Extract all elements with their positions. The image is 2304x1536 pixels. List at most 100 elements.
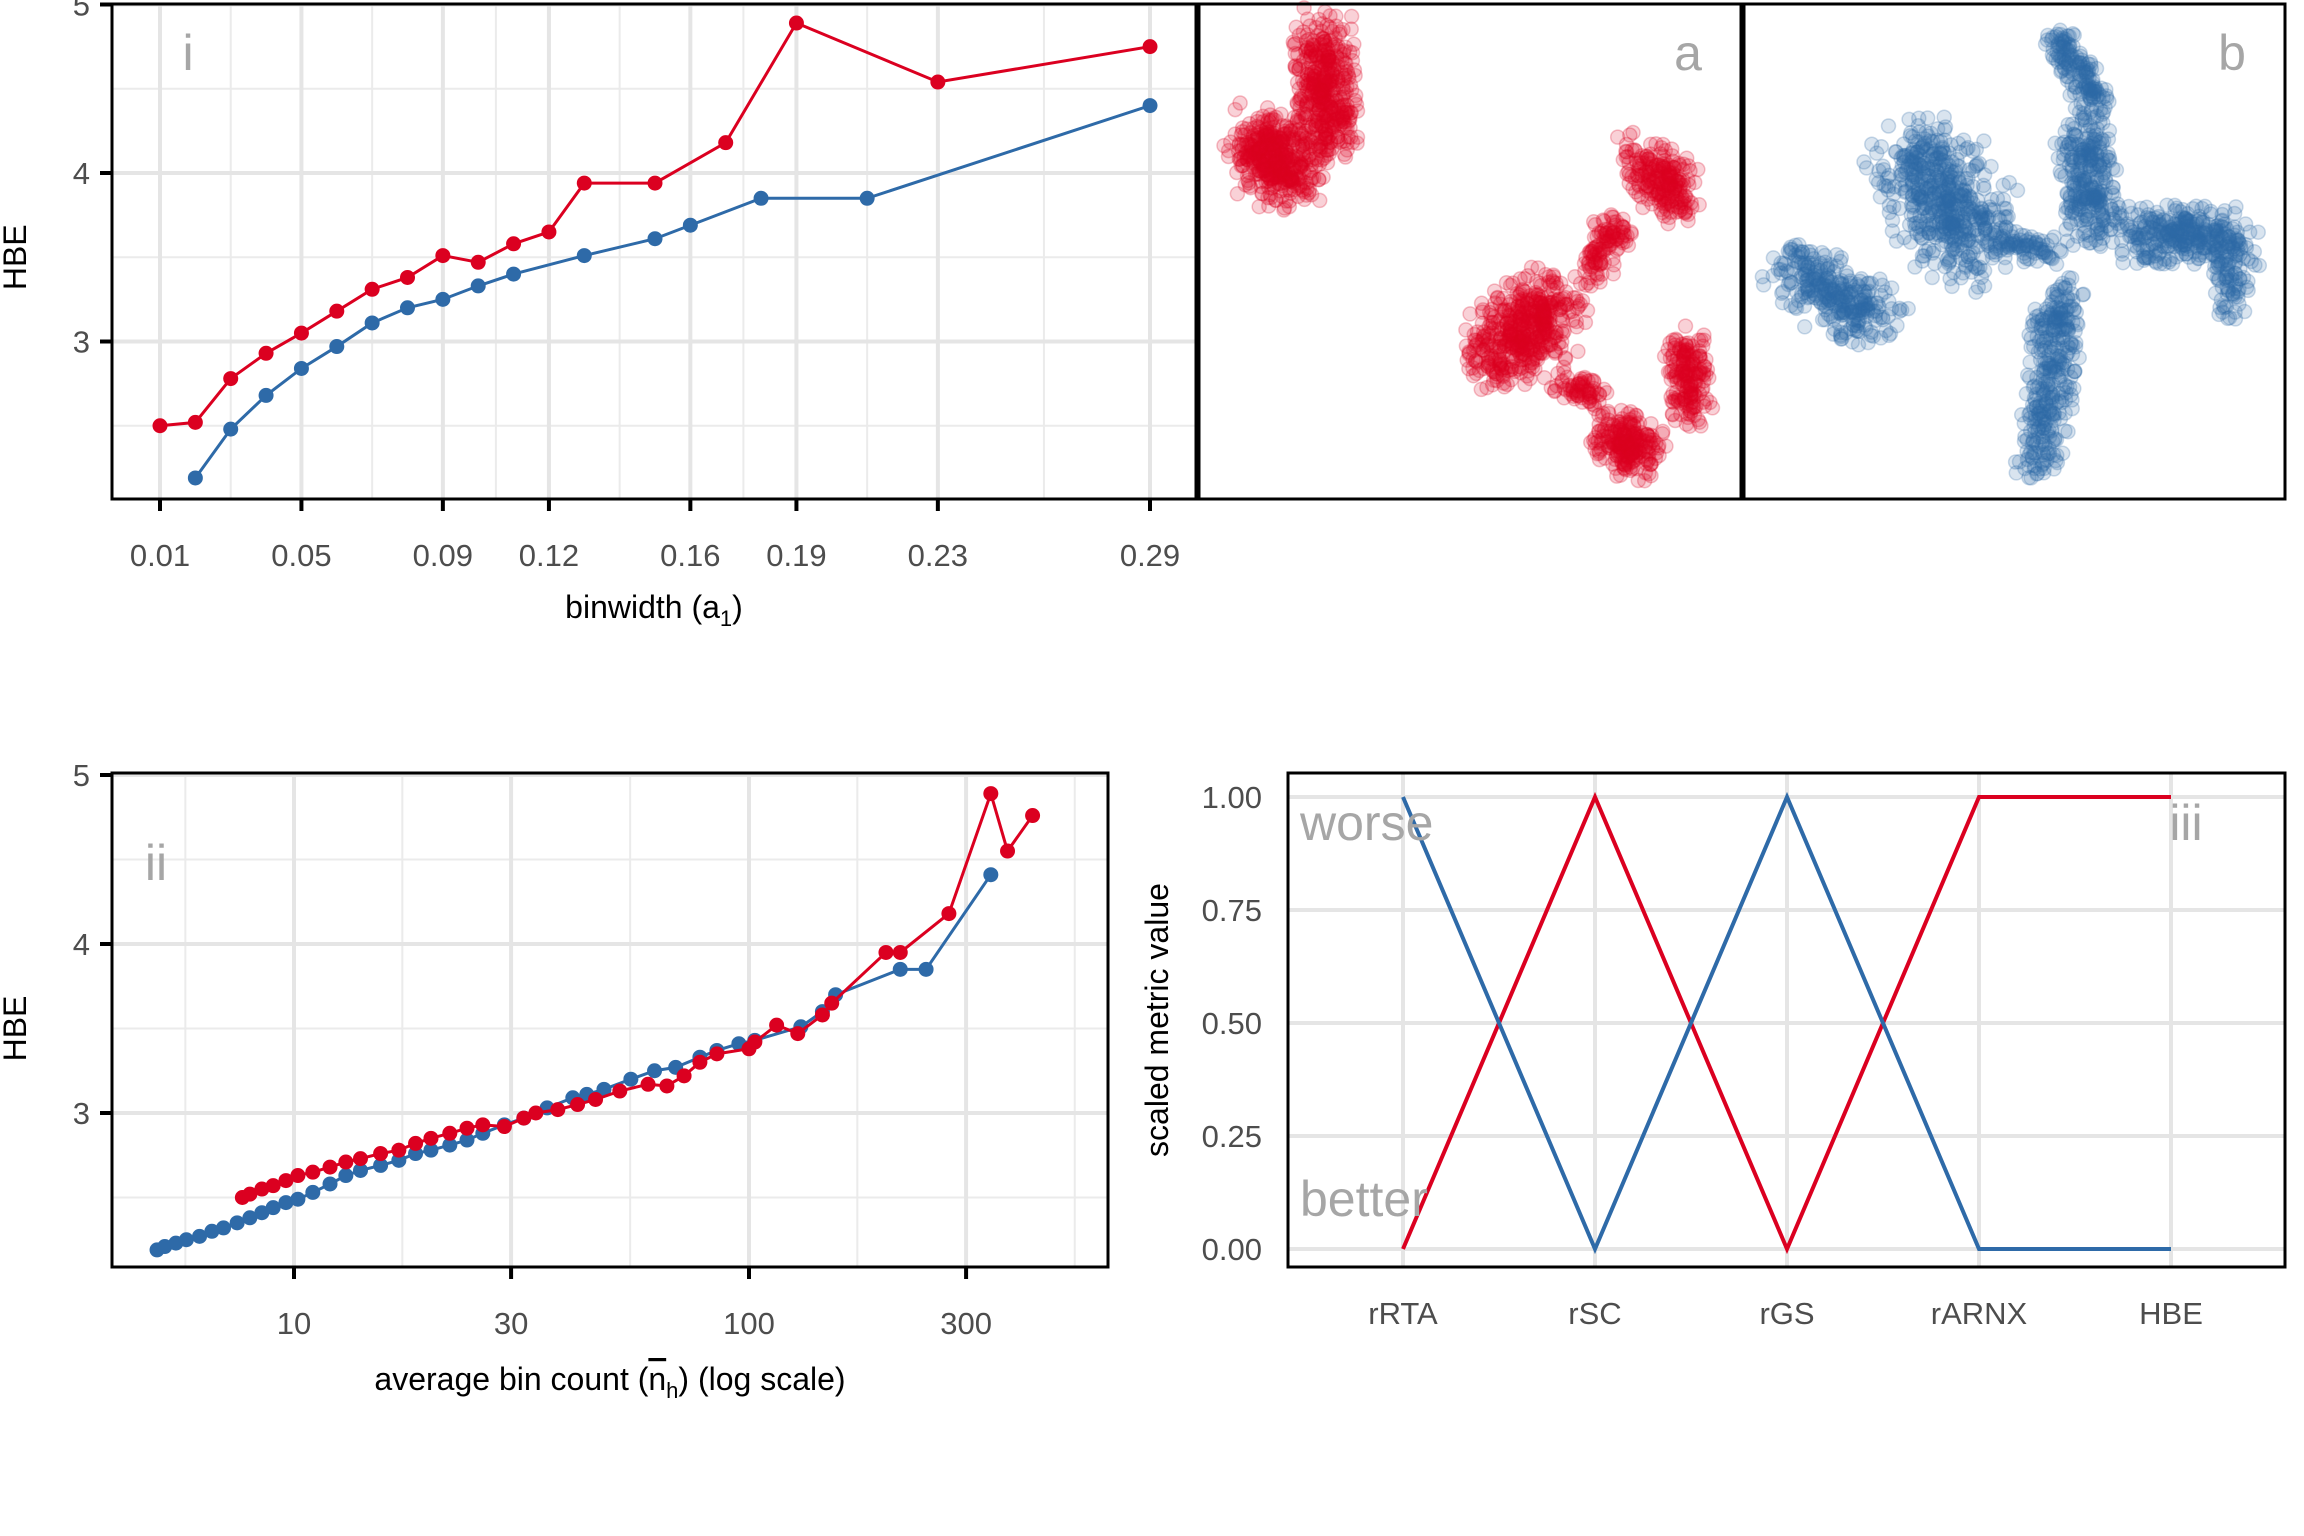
- scatter-point: [1582, 261, 1599, 277]
- scatter-point: [1295, 52, 1312, 69]
- scatter-point: [1328, 48, 1345, 64]
- scatter-point: [1660, 215, 1676, 232]
- scatter-point: [1342, 120, 1358, 136]
- scatter-point: [1303, 41, 1320, 58]
- scatter-point: [1311, 77, 1328, 94]
- scatter-point: [1330, 74, 1346, 90]
- series-red-point: [496, 1119, 512, 1135]
- scatter-point: [1321, 49, 1337, 66]
- y-tick-label: 1.00: [1202, 780, 1262, 815]
- scatter-point: [1317, 33, 1333, 49]
- scatter-point: [1315, 34, 1331, 51]
- x-category-label: rGS: [1759, 1296, 1814, 1331]
- scatter-point: [1319, 96, 1336, 113]
- scatter-point: [1344, 52, 1361, 69]
- scatter-point: [1942, 223, 1958, 239]
- scatter-point: [2043, 418, 2059, 434]
- scatter-point: [1289, 95, 1305, 111]
- scatter-point: [1303, 55, 1320, 71]
- scatter-point: [1324, 92, 1341, 109]
- scatter-point: [1347, 92, 1363, 109]
- scatter-point: [1976, 167, 1993, 183]
- scatter-point: [1956, 194, 1973, 210]
- y-tick-label: 4: [73, 927, 90, 962]
- scatter-point: [1344, 134, 1361, 151]
- scatter-point: [1336, 42, 1352, 59]
- scatter-point: [1300, 32, 1317, 48]
- x-tick-label: 0.05: [271, 538, 331, 573]
- scatter-point: [1332, 24, 1348, 40]
- series-red-point: [322, 1159, 338, 1175]
- series-red-point: [878, 944, 894, 960]
- scatter-point: [1307, 68, 1323, 84]
- series-red-point: [676, 1068, 692, 1084]
- scatter-point: [1589, 244, 1605, 261]
- scatter-point: [1310, 84, 1326, 101]
- scatter-point: [1307, 60, 1323, 77]
- scatter-point: [1313, 82, 1329, 99]
- scatter-point: [1676, 343, 1692, 359]
- scatter-point: [1554, 373, 1571, 389]
- scatter-point: [1320, 52, 1337, 69]
- scatter-point: [1285, 34, 1302, 50]
- scatter-point: [1250, 143, 1267, 160]
- scatter-point: [1335, 80, 1351, 97]
- scatter-point: [1323, 99, 1339, 116]
- scatter-point: [1637, 464, 1654, 481]
- series-blue-point: [338, 1168, 354, 1184]
- scatter-point: [1307, 75, 1323, 92]
- series-red-point: [1000, 843, 1016, 859]
- scatter-point: [1682, 382, 1698, 398]
- scatter-point: [1887, 144, 1904, 160]
- scatter-point: [1997, 259, 2014, 276]
- scatter-point: [1270, 151, 1287, 167]
- panel-label: i: [182, 25, 193, 81]
- scatter-point: [1924, 269, 1940, 286]
- series-red-point: [290, 1168, 306, 1184]
- scatter-point: [1329, 49, 1345, 66]
- series-red-point: [659, 1078, 675, 1094]
- scatter-point: [2237, 216, 2254, 232]
- scatter-point: [2131, 215, 2148, 232]
- scatter-point: [1548, 275, 1564, 291]
- scatter-point: [2060, 69, 2076, 85]
- scatter-point: [1313, 116, 1330, 132]
- scatter-point: [1339, 120, 1355, 136]
- series-red-point: [352, 1151, 368, 1167]
- series-red-point: [528, 1105, 544, 1121]
- scatter-point: [1307, 46, 1324, 63]
- scatter-point: [1317, 56, 1334, 73]
- scatter-point: [1326, 109, 1342, 125]
- scatter-point: [1313, 94, 1329, 111]
- annotation-better: better: [1300, 1171, 1428, 1227]
- scatter-point: [1333, 98, 1350, 115]
- scatter-point: [1888, 233, 1905, 249]
- scatter-point: [1517, 376, 1533, 393]
- scatter-point: [1341, 69, 1357, 86]
- scatter-point: [1680, 172, 1696, 188]
- scatter-point: [1323, 115, 1340, 132]
- scatter-point: [1341, 44, 1358, 60]
- series-red-point: [152, 418, 168, 434]
- x-axis-title-main: average bin count (: [374, 1361, 648, 1397]
- scatter-point: [1347, 67, 1363, 84]
- scatter-point: [1343, 21, 1359, 37]
- scatter-point: [1336, 97, 1352, 113]
- scatter-point: [2147, 235, 2163, 251]
- scatter-point: [1317, 93, 1333, 109]
- scatter-point: [1611, 417, 1627, 433]
- scatter-point: [1637, 443, 1654, 459]
- series-red-point: [364, 281, 380, 297]
- scatter-point: [1613, 233, 1630, 249]
- scatter-point: [1528, 273, 1545, 290]
- scatter-point: [1995, 191, 2012, 208]
- scatter-point: [1303, 48, 1319, 64]
- scatter-point: [1570, 343, 1586, 360]
- series-red-point: [692, 1054, 708, 1070]
- scatter-point: [1924, 199, 1941, 216]
- scatter-point: [2178, 233, 2195, 250]
- scatter-point: [1333, 104, 1350, 120]
- scatter-point: [1324, 68, 1341, 84]
- scatter-point: [1298, 96, 1315, 113]
- scatter-point: [1299, 83, 1316, 99]
